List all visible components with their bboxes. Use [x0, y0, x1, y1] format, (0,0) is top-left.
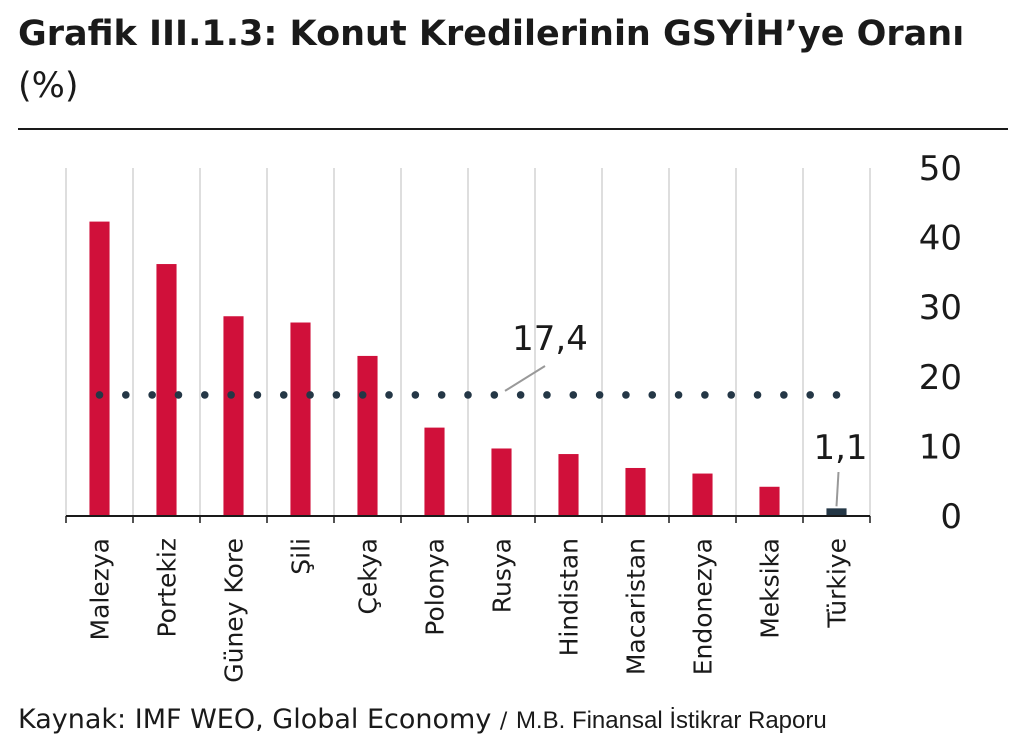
- average-dot: [227, 391, 235, 399]
- average-dot: [358, 391, 367, 399]
- bar-sili: [290, 322, 311, 516]
- bar-cekya: [357, 355, 378, 516]
- x-label-polonya: Polonya: [421, 538, 450, 636]
- x-label-cekya: Çekya: [354, 538, 383, 615]
- title-rule: [18, 128, 1008, 130]
- bar-malezya: [89, 221, 110, 516]
- average-dot: [806, 391, 814, 399]
- y-tick-labels: 0 10 20 30 40 50: [919, 149, 962, 537]
- x-label-meksika: Meksika: [756, 538, 785, 639]
- source-org: M.B. Finansal İstikrar Raporu: [515, 707, 827, 734]
- bar-hindistan: [558, 454, 579, 516]
- bar-polonya: [424, 427, 445, 516]
- average-dot: [516, 391, 525, 399]
- turkiye-value-label: 1,1: [813, 428, 867, 468]
- average-label: 17,4: [512, 319, 588, 359]
- average-dot: [490, 391, 499, 399]
- average-dot: [727, 391, 736, 399]
- average-dot: [595, 391, 604, 399]
- average-dot: [122, 391, 130, 399]
- average-dot: [832, 391, 841, 399]
- average-leader-line: [504, 365, 546, 392]
- average-line: [95, 391, 841, 399]
- average-dot: [174, 391, 183, 399]
- average-dot: [253, 391, 262, 399]
- y-tick-label: 20: [919, 358, 962, 398]
- chart-title-main: Grafik III.1.3: Konut Kredilerinin GSYİH…: [18, 14, 965, 54]
- x-tick-labels: Malezya Portekiz Güney Kore Şili Çekya Polony…: [86, 538, 852, 683]
- chart-title-unit: (%): [18, 66, 79, 106]
- average-dot: [753, 391, 762, 399]
- bar-meksika: [759, 486, 780, 516]
- chart-title: Grafik III.1.3: Konut Kredilerinin GSYİH…: [18, 8, 1008, 112]
- average-dot: [543, 391, 551, 399]
- annotations: 17,4 1,1: [504, 319, 868, 507]
- y-tick-label: 40: [919, 219, 962, 259]
- bar-endonezya: [692, 473, 713, 516]
- bar-portekiz: [156, 264, 177, 516]
- source-text: Kaynak: IMF WEO, Global Economy: [18, 704, 492, 735]
- bar-rusya: [491, 448, 512, 516]
- x-label-macaristan: Macaristan: [622, 538, 651, 675]
- y-tick-label: 10: [919, 427, 962, 467]
- average-dot: [464, 391, 472, 399]
- average-dot: [569, 391, 578, 399]
- x-label-hindistan: Hindistan: [555, 538, 584, 656]
- average-dot: [279, 391, 288, 399]
- average-dot: [200, 391, 209, 399]
- average-dot: [385, 391, 393, 399]
- x-label-endonezya: Endonezya: [689, 538, 718, 675]
- average-dot: [332, 391, 341, 399]
- average-dot: [306, 391, 314, 399]
- bar-turkiye: [826, 508, 847, 516]
- x-label-turkiye: Türkiye: [823, 538, 852, 629]
- x-label-sili: Şili: [287, 538, 316, 575]
- bar-macaristan: [625, 467, 646, 516]
- average-dot: [411, 391, 420, 399]
- average-dot: [437, 391, 446, 399]
- source-separator: /: [499, 709, 508, 734]
- average-dot: [622, 391, 630, 399]
- average-dot: [95, 391, 104, 399]
- average-dot: [780, 391, 788, 399]
- average-dot: [648, 391, 657, 399]
- average-dot: [701, 391, 709, 399]
- x-label-guney-kore: Güney Kore: [220, 538, 249, 683]
- average-dot: [148, 391, 156, 399]
- x-label-rusya: Rusya: [488, 538, 517, 613]
- average-dot: [674, 391, 683, 399]
- y-tick-label: 50: [919, 149, 962, 189]
- source-note: Kaynak: IMF WEO, Global Economy / M.B. F…: [18, 704, 827, 735]
- bar-chart: 0 10 20 30 40 50 Malezya Portekiz Güney Kore Şil…: [65, 149, 962, 683]
- bar-guney-kore: [223, 316, 244, 516]
- axes: [65, 515, 871, 523]
- y-tick-label: 30: [919, 288, 962, 328]
- x-label-portekiz: Portekiz: [153, 538, 182, 638]
- y-tick-label: 0: [940, 497, 962, 537]
- bars: [89, 221, 847, 516]
- grid-lines: [65, 168, 871, 516]
- x-label-malezya: Malezya: [86, 538, 115, 640]
- turkiye-leader-line: [835, 471, 840, 507]
